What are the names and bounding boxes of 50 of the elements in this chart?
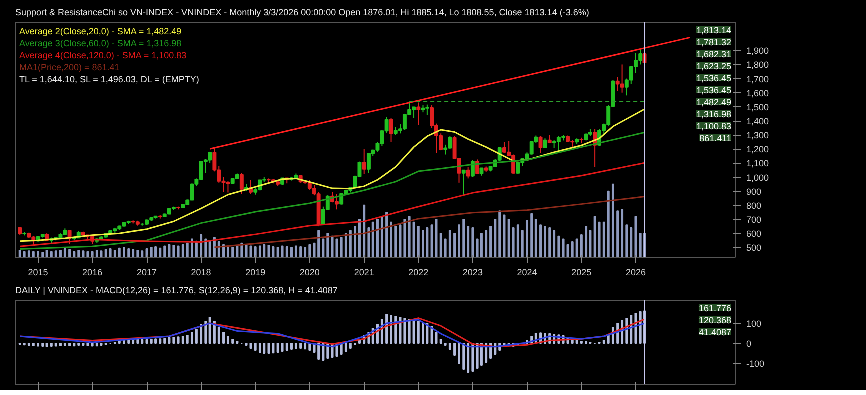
y-tick-label: 100 (746, 319, 762, 329)
x-tick-label: 2025 (572, 268, 592, 278)
y-tick-label: 600 (746, 229, 762, 240)
x-tick-label: 2017 (136, 268, 158, 278)
annotation: 1,100.83 (696, 122, 732, 132)
annotation: 1,813.14 (696, 26, 732, 36)
text: Average 3(Close,60,0) - SMA = 1,316.98 (20, 38, 182, 48)
y-tick-label: -100 (746, 359, 765, 369)
annotation: 1,482.49 (696, 98, 732, 108)
x-tick-label: 2024 (517, 268, 538, 278)
chart-title: DAILY | VNINDEX - MACD(12,26) = 161.776, S(12,26,9) = 120.368, H = 41.4087 (16, 286, 338, 296)
x-tick-label: 2026 (626, 268, 646, 278)
y-tick-label: 1,900 (746, 46, 770, 56)
annotation: 1,781.32 (696, 38, 732, 48)
annotation: 41.4087 (698, 328, 732, 338)
y-tick-label: 500 (746, 243, 762, 254)
y-tick-label: 1,500 (746, 102, 770, 112)
y-tick-label: 1,300 (746, 130, 770, 141)
annotation: 161.776 (698, 304, 732, 314)
y-tick-label: 1,100 (746, 158, 770, 169)
y-tick-label: 1,700 (746, 74, 770, 84)
annotation: 1,536.45 (696, 86, 732, 96)
y-tick-label: 0 (746, 339, 752, 349)
annotation: 120.368 (698, 316, 732, 326)
x-tick-label: 2021 (354, 268, 374, 278)
y-tick-label: 1,400 (746, 116, 770, 127)
x-tick-label: 2016 (82, 268, 103, 278)
annotation: 1,536.45 (696, 74, 732, 84)
y-tick-label: 1,200 (746, 144, 770, 155)
y-tick-label: 1,600 (746, 88, 770, 98)
chart-title: Support & ResistanceChi so VN-INDEX - VNINDEX - Monthly 3/3/2026 00:00:00 Open 1876.01, Hi 1885.14, Lo 1808.55, Close 1813.14 (-3.6%) (16, 8, 590, 18)
text: Average 4(Close,120,0) - SMA = 1,100.83 (20, 50, 187, 60)
x-tick-label: 2019 (246, 268, 266, 278)
annotation: 1,316.98 (696, 110, 732, 120)
text: MA1(Price,200) = 861.41 (20, 62, 120, 72)
annotation: 1,682.31 (696, 50, 732, 60)
y-tick-label: 900 (746, 186, 762, 197)
y-tick-label: 700 (746, 215, 762, 226)
text: TL = 1,644.10, SL = 1,496.03, DL = (EMPTY) (20, 74, 200, 84)
x-tick-label: 2018 (191, 268, 212, 278)
y-tick-label: 1,800 (746, 60, 770, 70)
annotation: 1,623.25 (696, 62, 732, 72)
y-tick-label: 1,000 (746, 172, 770, 183)
text: Average 2(Close,20,0) - SMA = 1,482.49 (20, 26, 182, 36)
x-tick-label: 2015 (28, 268, 48, 278)
x-tick-label: 2020 (300, 268, 320, 278)
x-tick-label: 2022 (408, 268, 429, 278)
x-tick-label: 2023 (462, 268, 483, 278)
annotation: 861.411 (700, 134, 732, 144)
y-tick-label: 800 (746, 200, 762, 211)
